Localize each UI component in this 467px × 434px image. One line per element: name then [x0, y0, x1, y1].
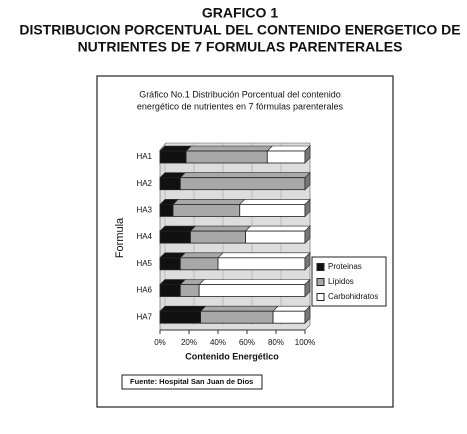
x-tick-label: 0% [154, 338, 166, 347]
legend-swatch [316, 263, 325, 271]
chart-title: Gráfico No.1 Distribución Porcentual del… [139, 89, 341, 99]
legend-swatch [316, 293, 325, 301]
bar [200, 310, 274, 324]
x-tick-label: 100% [295, 338, 315, 347]
source: Fuente: Hospital San Juan de Dios [130, 377, 253, 386]
bar-top [159, 305, 207, 312]
bar-top [272, 305, 311, 312]
bar-top [179, 172, 311, 178]
page-title: DISTRIBUCION PORCENTUAL DEL CONTENIDO EN… [19, 22, 460, 38]
bar-top [185, 145, 274, 152]
bar [159, 257, 181, 271]
y-tick-label: HA5 [136, 259, 152, 268]
x-tick-label: 40% [210, 338, 226, 347]
y-tick-label: HA7 [136, 312, 152, 321]
legend-label: Lípidos [328, 277, 354, 286]
bar [185, 150, 268, 164]
legend-swatch [316, 278, 325, 286]
y-tick-label: HA4 [136, 232, 152, 241]
chart-title: energético de nutrientes en 7 fórmulas p… [137, 101, 344, 111]
bar-side [304, 198, 311, 218]
x-axis-label: Contenido Energético [185, 351, 279, 361]
source-box [121, 374, 263, 390]
page-title: NUTRIENTES DE 7 FORMULAS PARENTERALES [78, 39, 403, 55]
bar-top [198, 279, 311, 285]
bar [179, 257, 219, 271]
legend-label: Proteinas [328, 262, 362, 271]
bar-side [304, 305, 311, 324]
y-tick-label: HA2 [136, 179, 152, 188]
bar [239, 203, 306, 217]
bar-top [266, 145, 311, 152]
bar-top [179, 252, 224, 259]
bar [198, 284, 306, 297]
bar [266, 150, 306, 164]
bar [159, 150, 187, 164]
x-tick-label: 60% [239, 338, 255, 347]
bar-top [172, 199, 246, 205]
bar [179, 177, 306, 191]
page-title: GRAFICO 1 [202, 5, 278, 21]
y-tick-label: HA3 [136, 206, 152, 215]
x-tick-label: 80% [268, 338, 284, 347]
bar-top [244, 225, 311, 232]
bar [245, 230, 306, 244]
bar-top [217, 252, 311, 259]
bar-side [304, 171, 311, 191]
bar [217, 257, 306, 271]
bar-side [304, 252, 311, 271]
y-tick-label: HA6 [136, 286, 152, 295]
x-tick-label: 20% [181, 338, 197, 347]
bar [159, 310, 201, 324]
bar [172, 203, 241, 217]
bar [272, 310, 306, 324]
bar-top [159, 225, 197, 232]
y-axis-label: Formula [114, 217, 126, 258]
y-tick-label: HA1 [136, 152, 152, 161]
bar-top [199, 305, 279, 312]
bar-side [304, 145, 311, 164]
bar [159, 284, 181, 297]
bar-side [304, 225, 311, 244]
bar [159, 177, 181, 191]
bar-top [189, 225, 252, 232]
bar [159, 230, 191, 244]
legend-label: Carbohidratos [328, 292, 378, 301]
bar [190, 230, 246, 244]
bar-top [239, 199, 311, 205]
bar [159, 203, 174, 217]
bar-side [304, 278, 311, 298]
bar [179, 284, 200, 297]
